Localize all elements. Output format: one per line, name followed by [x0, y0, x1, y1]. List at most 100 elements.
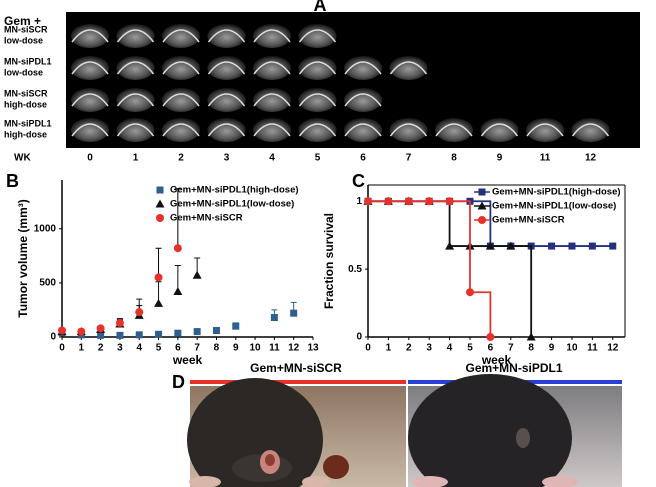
scan-image: [162, 118, 200, 142]
row-label: MN-siPDL1: [4, 56, 52, 66]
marker: [526, 332, 536, 341]
marker: [173, 244, 182, 253]
x-tick-label: 2: [406, 343, 412, 354]
scan-image: [344, 56, 382, 80]
x-tick-label: 7: [508, 343, 514, 354]
scan-image: [116, 56, 155, 80]
marker: [135, 308, 144, 317]
y-tick-label: 1000: [34, 223, 57, 234]
week-tick: 5: [315, 153, 321, 164]
scan-image: [298, 118, 337, 142]
legend-label: Gem+MN-siPDL1(high-dose): [492, 187, 621, 198]
week-tick: 7: [406, 153, 412, 164]
marker: [212, 327, 220, 335]
scan-image: [207, 118, 246, 142]
scan-image: [207, 24, 246, 48]
scan-outline: [116, 123, 155, 137]
row-label: high-dose: [4, 99, 47, 109]
scan-outline: [162, 29, 200, 43]
legend-marker: [478, 216, 486, 224]
legend-marker: [478, 188, 486, 196]
scan-outline: [207, 93, 246, 107]
scan-outline: [480, 123, 519, 137]
legend-marker: [156, 214, 164, 222]
scan-image: [298, 56, 337, 80]
row-label: MN-siSCR: [4, 24, 48, 34]
marker: [192, 270, 202, 279]
row-label: low-dose: [4, 35, 43, 45]
marker: [485, 241, 495, 250]
marker: [404, 197, 413, 206]
panel-label: B: [6, 171, 19, 191]
marker: [445, 197, 454, 206]
scan-outline: [344, 93, 382, 107]
x-tick-label: 9: [549, 343, 555, 354]
scan-outline: [71, 29, 109, 43]
marker: [270, 314, 278, 322]
scan-image: [253, 118, 291, 142]
scan-outline: [71, 61, 109, 75]
scan-image: [298, 88, 337, 112]
scan-image: [116, 118, 155, 142]
scan-outline: [253, 123, 291, 137]
scan-image: [71, 24, 109, 48]
marker: [135, 331, 143, 339]
x-tick-label: 5: [156, 343, 162, 354]
x-tick-label: 10: [566, 343, 578, 354]
x-tick-label: 11: [587, 343, 598, 354]
week-tick: 12: [585, 153, 597, 164]
week-tick: 3: [224, 153, 230, 164]
legend-marker: [156, 186, 164, 194]
scan-outline: [116, 93, 155, 107]
x-tick-label: 3: [426, 343, 432, 354]
marker: [154, 273, 163, 282]
scan-image: [526, 118, 564, 142]
x-tick-label: 12: [288, 343, 300, 354]
marker: [425, 197, 434, 206]
scan-outline: [253, 61, 291, 75]
y-tick-label: 500: [39, 278, 56, 289]
panel-label: A: [314, 0, 327, 15]
error-bar: [155, 247, 162, 278]
scan-outline: [162, 123, 200, 137]
photo: [187, 378, 406, 487]
marker: [609, 242, 617, 250]
marker: [97, 331, 105, 339]
marker: [232, 322, 240, 330]
row-label: low-dose: [4, 67, 43, 77]
group-bar: [190, 380, 406, 384]
scan-image: [435, 118, 473, 142]
marker: [173, 287, 183, 296]
x-tick-label: 12: [607, 343, 619, 354]
scan-image: [389, 56, 428, 80]
panel-label: D: [172, 372, 185, 392]
marker: [193, 328, 201, 336]
scan-image: [253, 24, 291, 48]
scan-grid: [71, 24, 610, 142]
x-tick-label: 5: [467, 343, 473, 354]
y-tick-label: 1: [356, 196, 362, 207]
scan-outline: [571, 123, 610, 137]
scan-image: [344, 118, 382, 142]
week-tick: 1: [133, 153, 139, 164]
legend-label: Gem+MN-siSCR: [492, 215, 565, 226]
week-tick: 9: [497, 153, 503, 164]
x-tick-label: 9: [233, 343, 239, 354]
scan-image: [71, 56, 109, 80]
x-tick-label: 11: [269, 343, 280, 354]
scan-outline: [344, 61, 382, 75]
week-tick: 0: [87, 153, 93, 164]
scan-outline: [116, 29, 155, 43]
marker: [96, 324, 105, 333]
scan-outline: [253, 29, 291, 43]
x-tick-label: 13: [307, 343, 319, 354]
scan-outline: [207, 61, 246, 75]
y-axis-label: Fraction survival: [322, 213, 336, 309]
x-tick-label: 1: [79, 343, 85, 354]
survival-line: [368, 200, 492, 337]
marker: [506, 241, 516, 250]
error-bar: [174, 188, 181, 249]
marker: [588, 242, 596, 250]
scan-image: [162, 88, 200, 112]
scan-image: [207, 56, 246, 80]
